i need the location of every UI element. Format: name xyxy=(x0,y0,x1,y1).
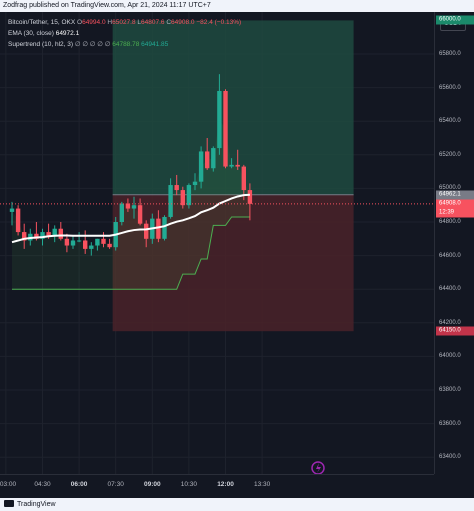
candle-body xyxy=(168,185,173,217)
time-tick-label: 13:30 xyxy=(253,481,271,488)
candle-body xyxy=(70,240,76,246)
candle-body xyxy=(235,164,240,167)
tradingview-logo-icon xyxy=(4,500,14,507)
price-tick-label: 63800.0 xyxy=(439,387,461,393)
candle-body xyxy=(34,233,39,239)
candle-body xyxy=(119,203,124,222)
legend-close-label: C xyxy=(166,19,172,26)
price-tick-label: 65600.0 xyxy=(439,84,461,91)
current-price-label: 64908.0 xyxy=(436,199,474,209)
legend-supertrend-placeholders: ∅ ∅ ∅ ∅ ∅ xyxy=(74,41,111,48)
candle-body xyxy=(137,205,143,224)
price-scale[interactable]: 65800.0 65600.0 65400.0 65200.0 65000.0 64800… xyxy=(434,12,474,474)
candle-body xyxy=(58,228,63,239)
loss-zone xyxy=(112,194,354,332)
candle-body xyxy=(223,90,228,167)
countdown-label: 12:39 xyxy=(436,208,474,218)
chart-plot-area[interactable] xyxy=(0,12,434,474)
candle-body xyxy=(144,223,149,239)
candle-body xyxy=(95,238,100,246)
legend-symbol[interactable]: Bitcoin/Tether, 15, OKX xyxy=(8,19,76,26)
price-tick-label: 64800.0 xyxy=(439,219,461,225)
footer-brand: TradingView xyxy=(17,501,56,508)
legend-low-label: L xyxy=(137,19,142,26)
price-tick-label: 65200.0 xyxy=(439,151,461,158)
candle-body xyxy=(229,164,234,167)
candle-body xyxy=(64,238,70,246)
price-tick-label: 64600.0 xyxy=(439,252,461,259)
time-scale[interactable]: 03:00 04:30 06:00 07:30 09:00 10:30 12:00 13:30 xyxy=(0,474,434,498)
candle-body xyxy=(241,166,246,191)
legend-close-value: 64908.0 xyxy=(171,19,195,26)
candle-body xyxy=(46,232,51,236)
candle-body xyxy=(22,232,27,241)
candle-body xyxy=(107,243,112,248)
entry-price-label: 64962.1 xyxy=(436,190,474,200)
legend-supertrend-label: Supertrend (10, hl2, 3) xyxy=(8,41,74,48)
supertrend-fill xyxy=(12,119,250,290)
candle-body xyxy=(52,228,57,236)
price-tick-label: 65400.0 xyxy=(439,118,461,125)
published-header: Zodfrag published on TradingView.com, Ap… xyxy=(0,0,474,12)
legend-high-value: 65027.8 xyxy=(112,19,136,26)
time-tick-label: 06:00 xyxy=(70,481,88,488)
legend-low-value: 64807.6 xyxy=(141,19,165,26)
legend-ema-row[interactable]: EMA (30, close) 64972.1 xyxy=(8,28,241,39)
candle-body xyxy=(15,208,21,233)
footer: TradingView xyxy=(0,498,474,511)
price-tick-label: 64400.0 xyxy=(439,286,461,293)
candle-body xyxy=(247,190,253,204)
legend-supertrend-value-2: 64941.85 xyxy=(141,41,169,48)
candle-body xyxy=(125,203,131,209)
stop-price-label: 64150.0 xyxy=(436,326,474,336)
candle-body xyxy=(9,208,15,212)
target-price-label: 66000.0 xyxy=(436,15,474,25)
legend-high-label: H xyxy=(107,19,113,26)
price-tick-label: 64200.0 xyxy=(439,319,461,326)
lightning-icon xyxy=(316,463,321,473)
legend-open-value: 64994.0 xyxy=(82,19,106,26)
legend-supertrend-value: 64788.78 xyxy=(112,41,140,48)
candle-body xyxy=(192,181,198,186)
candle-body xyxy=(101,238,106,244)
candle-body xyxy=(180,190,185,206)
candle-body xyxy=(89,245,94,249)
ema-line xyxy=(11,193,250,244)
replay-icon[interactable] xyxy=(311,461,325,474)
legend-ohlc-row[interactable]: Bitcoin/Tether, 15, OKX O64994.0 H65027.… xyxy=(8,17,241,28)
chart-legend: Bitcoin/Tether, 15, OKX O64994.0 H65027.… xyxy=(8,17,241,50)
time-tick-label: 10:30 xyxy=(180,481,198,488)
legend-change: −82.4 (−0.13%) xyxy=(196,19,242,26)
time-tick-label: 07:30 xyxy=(107,481,124,488)
time-tick-label: 03:00 xyxy=(0,481,17,488)
candle-body xyxy=(131,205,137,209)
candle-body xyxy=(76,240,82,242)
candle-body xyxy=(83,240,88,249)
price-tick-label: 63600.0 xyxy=(439,420,461,427)
candle-body xyxy=(198,151,204,182)
legend-open-label: O xyxy=(77,19,83,26)
candle-body xyxy=(174,185,179,191)
legend-supertrend-row[interactable]: Supertrend (10, hl2, 3) ∅ ∅ ∅ ∅ ∅ 64788.… xyxy=(8,39,241,50)
candle-body xyxy=(162,216,167,239)
time-tick-label: 04:30 xyxy=(34,481,51,488)
time-tick-label: 09:00 xyxy=(143,481,161,488)
candle-body xyxy=(186,185,192,206)
candle-body xyxy=(40,232,45,239)
candle-body xyxy=(156,218,161,239)
legend-ema-value: 64972.1 xyxy=(55,30,80,37)
candle-body xyxy=(217,90,222,149)
price-tick-label: 64000.0 xyxy=(439,353,461,360)
price-tick-label: 65800.0 xyxy=(439,51,461,57)
supertrend-line xyxy=(12,216,250,290)
price-tick-label: 65000.0 xyxy=(439,185,461,192)
legend-ema-label: EMA (30, close) xyxy=(8,30,54,37)
price-tick-label: 63400.0 xyxy=(439,454,461,461)
candle-body xyxy=(205,151,210,169)
time-tick-label: 12:00 xyxy=(217,481,234,488)
chart-pane[interactable]: Bitcoin/Tether, 15, OKX O64994.0 H65027.… xyxy=(0,12,474,498)
candle-body xyxy=(211,148,216,169)
